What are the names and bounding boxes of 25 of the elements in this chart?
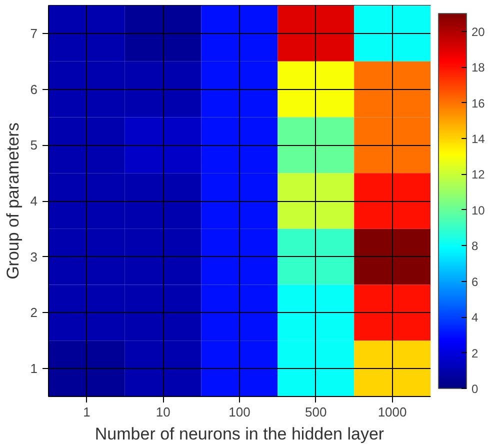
color-bar-label: 14 xyxy=(472,132,486,146)
y-tick-label: 6 xyxy=(30,82,38,97)
y-tick-label: 7 xyxy=(30,26,38,41)
x-tick-label: 1000 xyxy=(378,404,407,420)
y-axis-title: Group of parameters xyxy=(3,122,22,280)
x-tick-label: 100 xyxy=(228,404,250,420)
x-tick-label: 10 xyxy=(156,404,170,420)
color-bar-label: 10 xyxy=(472,203,486,218)
x-tick-label: 1 xyxy=(83,404,90,420)
color-bar-label: 4 xyxy=(472,310,478,325)
y-tick-label: 4 xyxy=(30,194,38,208)
color-bar-label: 6 xyxy=(472,274,478,289)
y-tick-label: 5 xyxy=(30,138,38,153)
x-tick-label: 500 xyxy=(305,404,327,420)
color-bar-label: 18 xyxy=(472,60,486,75)
color-bar-label: 16 xyxy=(472,96,486,110)
color-bar-label: 20 xyxy=(472,24,486,39)
y-tick-label: 3 xyxy=(30,249,38,264)
x-axis-title: Number of neurons in the hidden layer xyxy=(94,424,384,444)
color-bar-label: 2 xyxy=(472,346,478,360)
y-tick-label: 1 xyxy=(30,361,38,376)
color-bar-label: 0 xyxy=(472,382,478,396)
color-bar-label: 8 xyxy=(472,239,478,254)
color-bar-label: 12 xyxy=(472,168,486,182)
y-tick-label: 2 xyxy=(30,305,38,320)
